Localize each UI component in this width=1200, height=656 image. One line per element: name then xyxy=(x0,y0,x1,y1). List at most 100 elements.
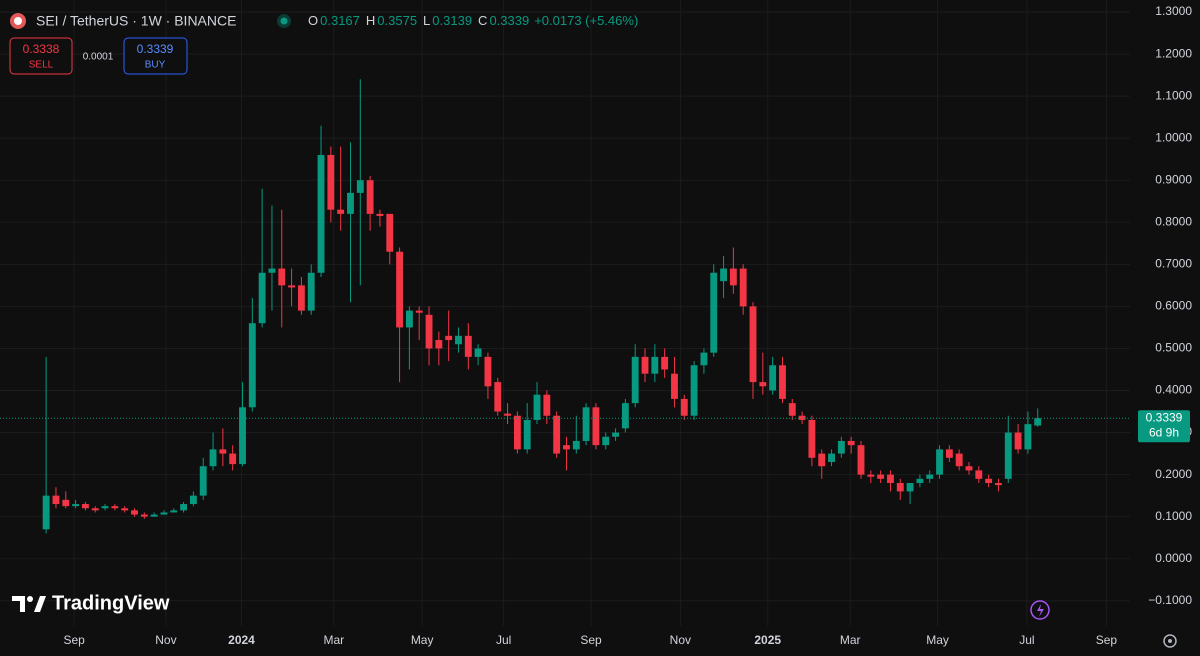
sell-button[interactable] xyxy=(9,37,73,75)
candle-body xyxy=(690,365,698,416)
candle-body xyxy=(759,382,767,387)
ohlc-value: 0.3575 xyxy=(377,13,417,28)
x-tick-label: 2024 xyxy=(228,633,255,647)
candle-body xyxy=(985,478,993,484)
settings-icon[interactable] xyxy=(1163,634,1177,648)
buy-price: 0.3339 xyxy=(137,42,174,56)
candle-body xyxy=(572,440,580,450)
candle-body xyxy=(396,251,404,328)
candle-body xyxy=(887,474,894,484)
candle-body xyxy=(248,323,256,408)
x-tick-label: Jul xyxy=(496,633,511,647)
ohlc-value: 0.3167 xyxy=(320,13,360,28)
candle-body xyxy=(798,415,806,420)
sell-label: SELL xyxy=(29,60,54,71)
x-tick-label: Nov xyxy=(670,633,691,647)
candle-body xyxy=(926,474,934,479)
candle-body xyxy=(366,180,374,214)
candle-body xyxy=(327,155,335,210)
candle-body xyxy=(867,474,875,477)
settings-icon-center xyxy=(1168,639,1172,643)
candle-body xyxy=(906,483,914,492)
candle-body xyxy=(81,504,89,509)
candle-body xyxy=(297,285,305,311)
y-tick-label: 1.0000 xyxy=(1155,130,1192,144)
candle-body xyxy=(592,407,600,446)
y-tick-label: 0.0000 xyxy=(1155,551,1192,565)
candle-body xyxy=(386,213,394,252)
ohlc-key: L xyxy=(423,13,430,28)
candle-body xyxy=(494,382,502,412)
candle-body xyxy=(72,504,80,507)
brand-logo-slash xyxy=(34,596,46,612)
candle-body xyxy=(101,506,109,509)
candle-body xyxy=(131,510,138,515)
candle-body xyxy=(337,209,345,214)
candle-body xyxy=(533,394,541,420)
candle-body xyxy=(543,394,551,416)
last-price-label: 0.3339 xyxy=(1146,410,1183,424)
candle-body xyxy=(651,356,659,374)
buy-button[interactable] xyxy=(123,37,188,75)
y-tick-label: 0.6000 xyxy=(1155,299,1192,313)
candle-body xyxy=(455,335,462,345)
candle-body xyxy=(680,398,688,416)
candle-body xyxy=(140,514,148,517)
candle-body xyxy=(995,483,1002,486)
y-tick-label: −0.1000 xyxy=(1148,593,1192,607)
y-tick-label: 0.2000 xyxy=(1155,467,1192,481)
candle-body xyxy=(209,449,217,467)
candle-body xyxy=(631,356,639,404)
candle-body xyxy=(749,306,757,383)
candle-body xyxy=(818,453,826,467)
alert-icon[interactable] xyxy=(1030,600,1050,620)
candle-body xyxy=(376,213,384,216)
candle-body xyxy=(199,466,207,496)
x-tick-label: Sep xyxy=(1096,633,1118,647)
candle-body xyxy=(170,510,178,513)
candle-body xyxy=(484,356,492,387)
candles xyxy=(0,79,1130,534)
countdown-label: 6d 9h xyxy=(1149,425,1179,439)
candle-body xyxy=(975,470,983,479)
candle-body xyxy=(965,466,973,471)
candle-body xyxy=(189,495,197,505)
candle-body xyxy=(52,495,60,505)
candle-body xyxy=(710,272,718,353)
candle-body xyxy=(739,268,747,307)
candle-body xyxy=(504,413,512,416)
y-tick-label: 0.4000 xyxy=(1155,383,1192,397)
candle-body xyxy=(641,356,649,374)
candle-body xyxy=(808,419,816,458)
ohlc-key: C xyxy=(478,13,487,28)
candle-body xyxy=(91,508,99,511)
x-tick-label: Sep xyxy=(580,633,602,647)
y-tick-label: 0.8000 xyxy=(1155,214,1192,228)
candle-body xyxy=(180,504,188,511)
candle-body xyxy=(1014,432,1022,450)
candle-body xyxy=(553,415,561,454)
change: +0.0173 (+5.46%) xyxy=(534,13,638,28)
sell-price: 0.3338 xyxy=(23,42,60,56)
x-tick-label: May xyxy=(411,633,434,647)
candle-body xyxy=(1004,432,1012,479)
candle-body xyxy=(62,499,70,507)
ohlc-key: H xyxy=(366,13,375,28)
brand-logo-mark xyxy=(12,596,25,612)
x-tick-label: Nov xyxy=(155,633,176,647)
candle-body xyxy=(415,310,423,313)
grid xyxy=(0,0,1130,626)
x-tick-label: May xyxy=(926,633,949,647)
buy-label: BUY xyxy=(145,60,166,71)
candle-body xyxy=(474,348,482,357)
candle-body xyxy=(523,419,531,450)
candle-body xyxy=(307,272,315,311)
x-tick-label: Sep xyxy=(63,633,85,647)
spread: 0.0001 xyxy=(83,52,114,63)
last-price-box xyxy=(1138,410,1190,443)
candle-body xyxy=(602,436,610,446)
brand-logo-dot xyxy=(27,596,33,602)
candle-body xyxy=(239,407,246,465)
candle-body xyxy=(513,415,521,450)
